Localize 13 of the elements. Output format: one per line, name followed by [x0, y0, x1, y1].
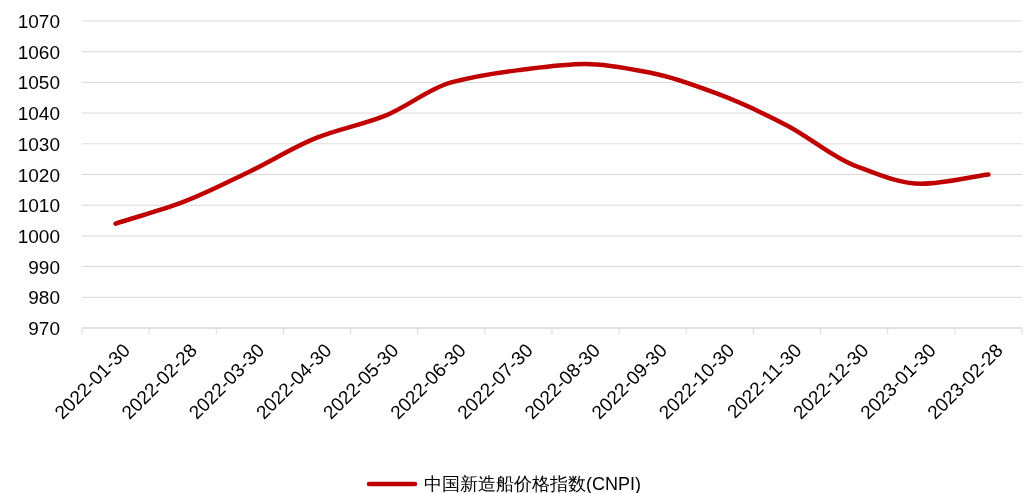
y-tick-label: 1070 [17, 11, 60, 32]
y-tick-label: 970 [28, 318, 60, 339]
y-tick-label: 1030 [17, 133, 60, 155]
y-tick-label: 1000 [17, 225, 60, 247]
y-tick-label: 990 [28, 256, 60, 278]
y-tick-label: 1010 [17, 195, 60, 217]
y-tick-label: 1020 [17, 164, 60, 186]
y-tick-label: 1060 [17, 41, 60, 63]
y-tick-label: 1050 [17, 72, 60, 94]
line-series [113, 61, 991, 226]
y-tick-label: 980 [28, 287, 60, 309]
y-tick-label: 1040 [17, 103, 60, 125]
legend-label: 中国新造船价格指数(CNPI) [424, 474, 641, 493]
